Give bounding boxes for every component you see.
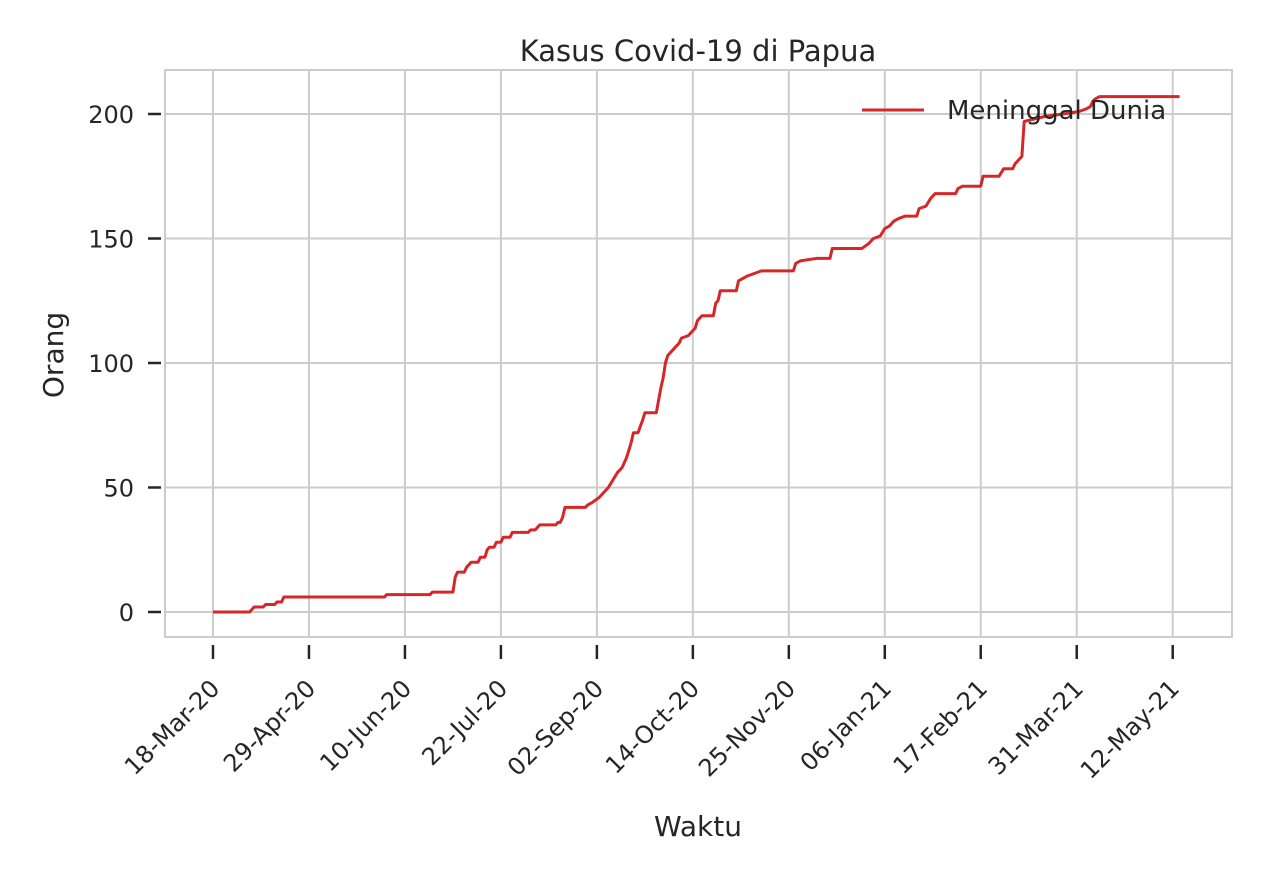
x-tick-label: 18-Mar-20 (119, 674, 225, 780)
legend: Meninggal Dunia (862, 96, 1166, 126)
x-tick-label: 02-Sep-20 (502, 674, 609, 781)
series-layer (213, 95, 1180, 614)
x-tick-label: 17-Feb-21 (888, 674, 993, 779)
x-tick-label: 12-May-21 (1075, 674, 1185, 784)
x-tick-label: 14-Oct-20 (600, 674, 705, 779)
x-tick-label: 25-Nov-20 (693, 674, 801, 782)
x-tick-label: 22-Jul-20 (416, 674, 513, 771)
x-tick-label: 06-Jan-21 (795, 674, 897, 776)
y-tick-label: 0 (119, 599, 134, 627)
x-tick-label: 29-Apr-20 (218, 674, 321, 777)
y-tick-label: 150 (88, 226, 134, 254)
x-axis-label: Waktu (654, 810, 742, 843)
y-tick-label: 50 (103, 475, 134, 503)
chart-title: Kasus Covid-19 di Papua (520, 34, 877, 68)
y-tick-label: 100 (88, 350, 134, 378)
y-tick-label: 200 (88, 101, 134, 129)
grid (165, 70, 1232, 637)
x-tick-label: 31-Mar-21 (983, 674, 1089, 780)
x-tick-label: 10-Jun-20 (314, 674, 417, 777)
legend-label-meninggal-dunia: Meninggal Dunia (947, 96, 1166, 126)
y-axis-label: Orang (37, 312, 70, 398)
plot-frame (164, 69, 1233, 638)
series-line-meninggal-dunia (213, 95, 1180, 614)
